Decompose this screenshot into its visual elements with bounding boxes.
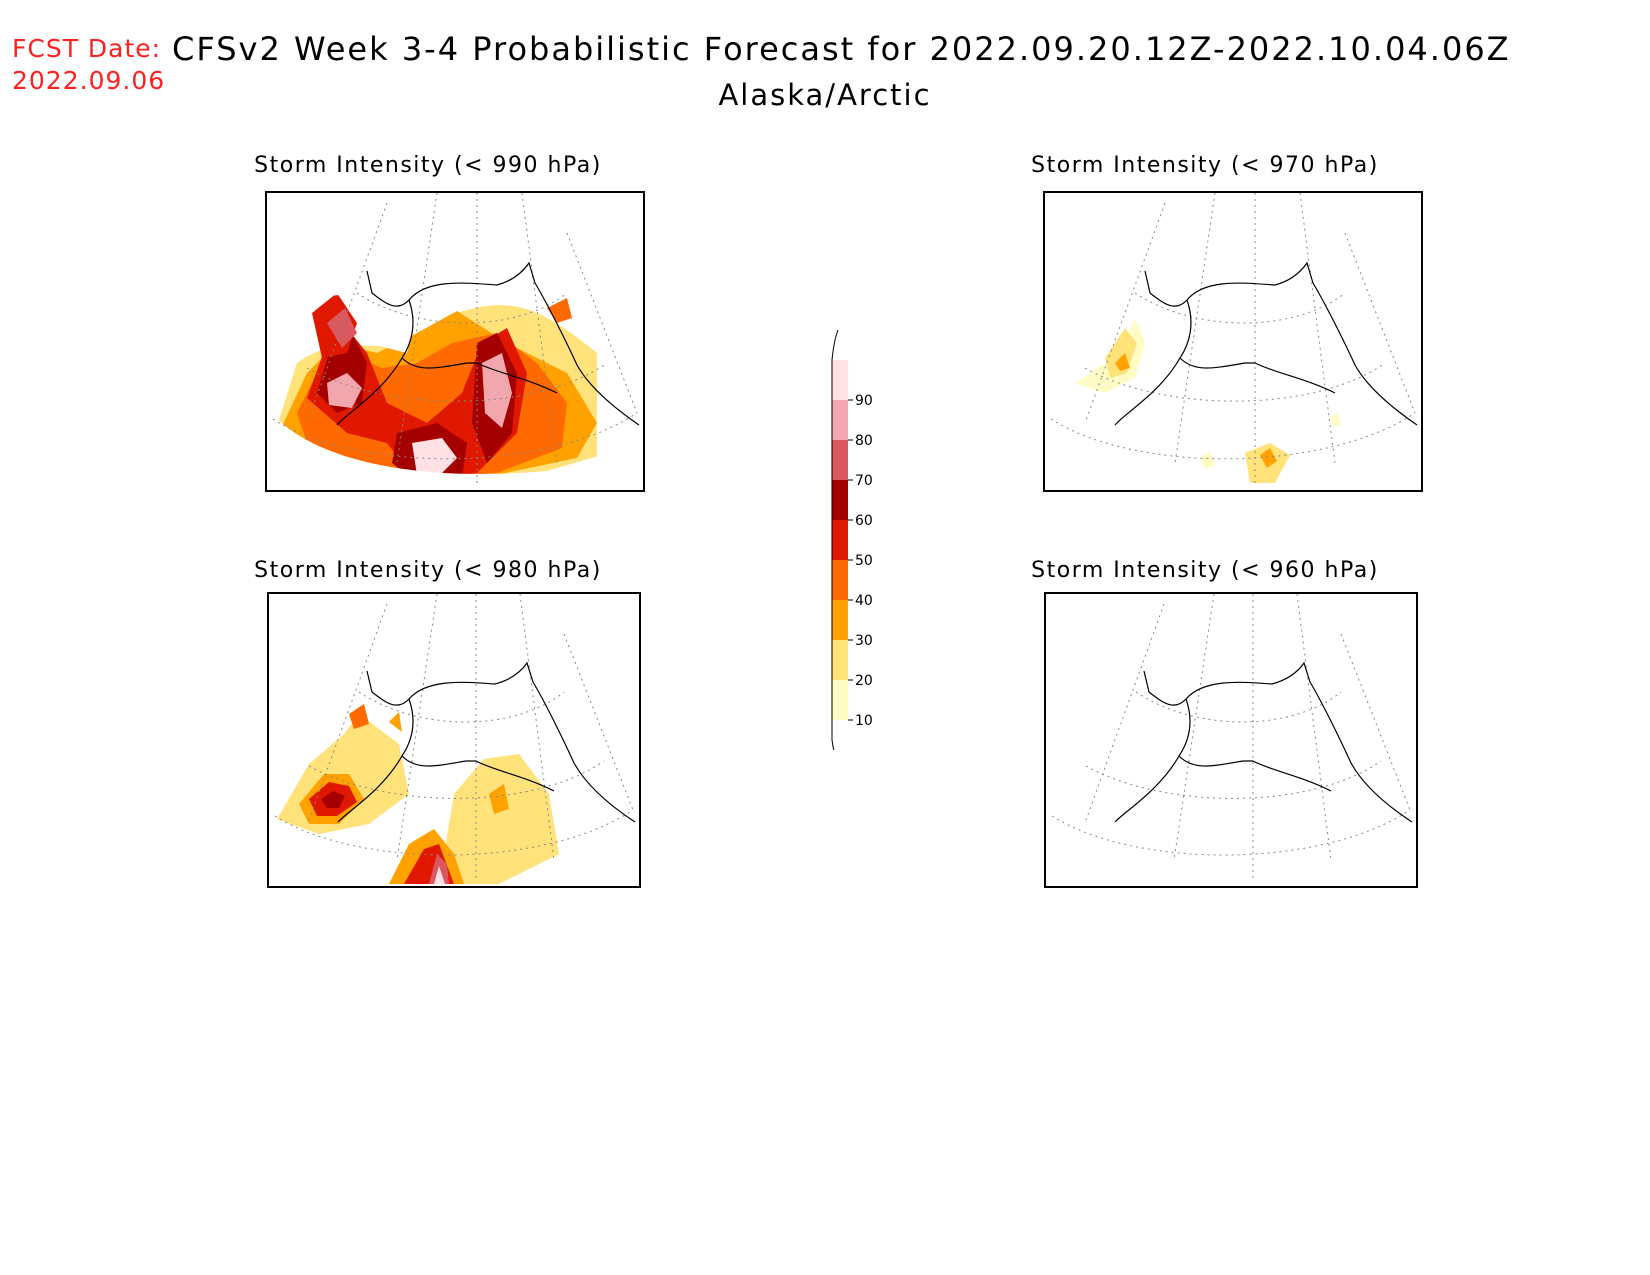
legend-swatch-40 xyxy=(832,560,848,600)
legend-label-10: 10 xyxy=(855,713,873,729)
coastline-960 xyxy=(1114,661,1413,823)
graticule-990 xyxy=(272,193,638,483)
fcst-label: FCST Date: xyxy=(12,34,162,63)
graticule-980 xyxy=(274,594,634,879)
main-title: CFSv2 Week 3-4 Probabilistic Forecast fo… xyxy=(172,30,1511,68)
legend-colorbar: 10 20 30 40 50 60 70 80 90 xyxy=(831,329,873,763)
legend-swatch-50 xyxy=(832,520,848,560)
panel-title-970: Storm Intensity (< 970 hPa) xyxy=(1031,153,1379,178)
map-panel-970 xyxy=(1043,191,1423,492)
coastline-990 xyxy=(336,261,640,426)
legend-swatch-30 xyxy=(832,600,848,640)
legend-label-20: 20 xyxy=(855,673,873,689)
probability-shading-990 xyxy=(267,193,643,490)
legend-label-70: 70 xyxy=(855,473,873,489)
legend-label-60: 60 xyxy=(855,513,873,529)
map-panel-960 xyxy=(1044,592,1418,888)
probability-legend: 10 20 30 40 50 60 70 80 90 xyxy=(800,329,880,763)
panel-title-960: Storm Intensity (< 960 hPa) xyxy=(1031,558,1379,583)
legend-label-40: 40 xyxy=(855,593,873,609)
legend-label-50: 50 xyxy=(855,553,873,569)
graticule-970 xyxy=(1050,193,1416,483)
legend-swatch-20 xyxy=(832,640,848,680)
legend-swatch-60 xyxy=(832,480,848,520)
legend-top-tip xyxy=(831,329,839,361)
probability-shading-980 xyxy=(277,704,559,884)
fcst-date: 2022.09.06 xyxy=(12,66,166,95)
map-panel-980 xyxy=(267,592,641,888)
region-subtitle: Alaska/Arctic xyxy=(718,78,932,112)
legend-swatch-10 xyxy=(832,680,848,720)
map-panel-990 xyxy=(265,191,645,492)
graticule-960 xyxy=(1051,594,1411,879)
legend-label-30: 30 xyxy=(855,633,873,649)
legend-label-80: 80 xyxy=(855,433,873,449)
legend-swatch-70 xyxy=(832,440,848,480)
probability-shading-970 xyxy=(1075,318,1341,483)
coastline-980 xyxy=(337,661,636,823)
legend-bottom-tip xyxy=(831,720,839,763)
coastline-970 xyxy=(1114,261,1418,426)
panel-title-990: Storm Intensity (< 990 hPa) xyxy=(254,153,602,178)
panel-title-980: Storm Intensity (< 980 hPa) xyxy=(254,558,602,583)
legend-swatch-80 xyxy=(832,400,848,440)
legend-label-90: 90 xyxy=(855,393,873,409)
legend-swatch-90 xyxy=(832,360,848,400)
